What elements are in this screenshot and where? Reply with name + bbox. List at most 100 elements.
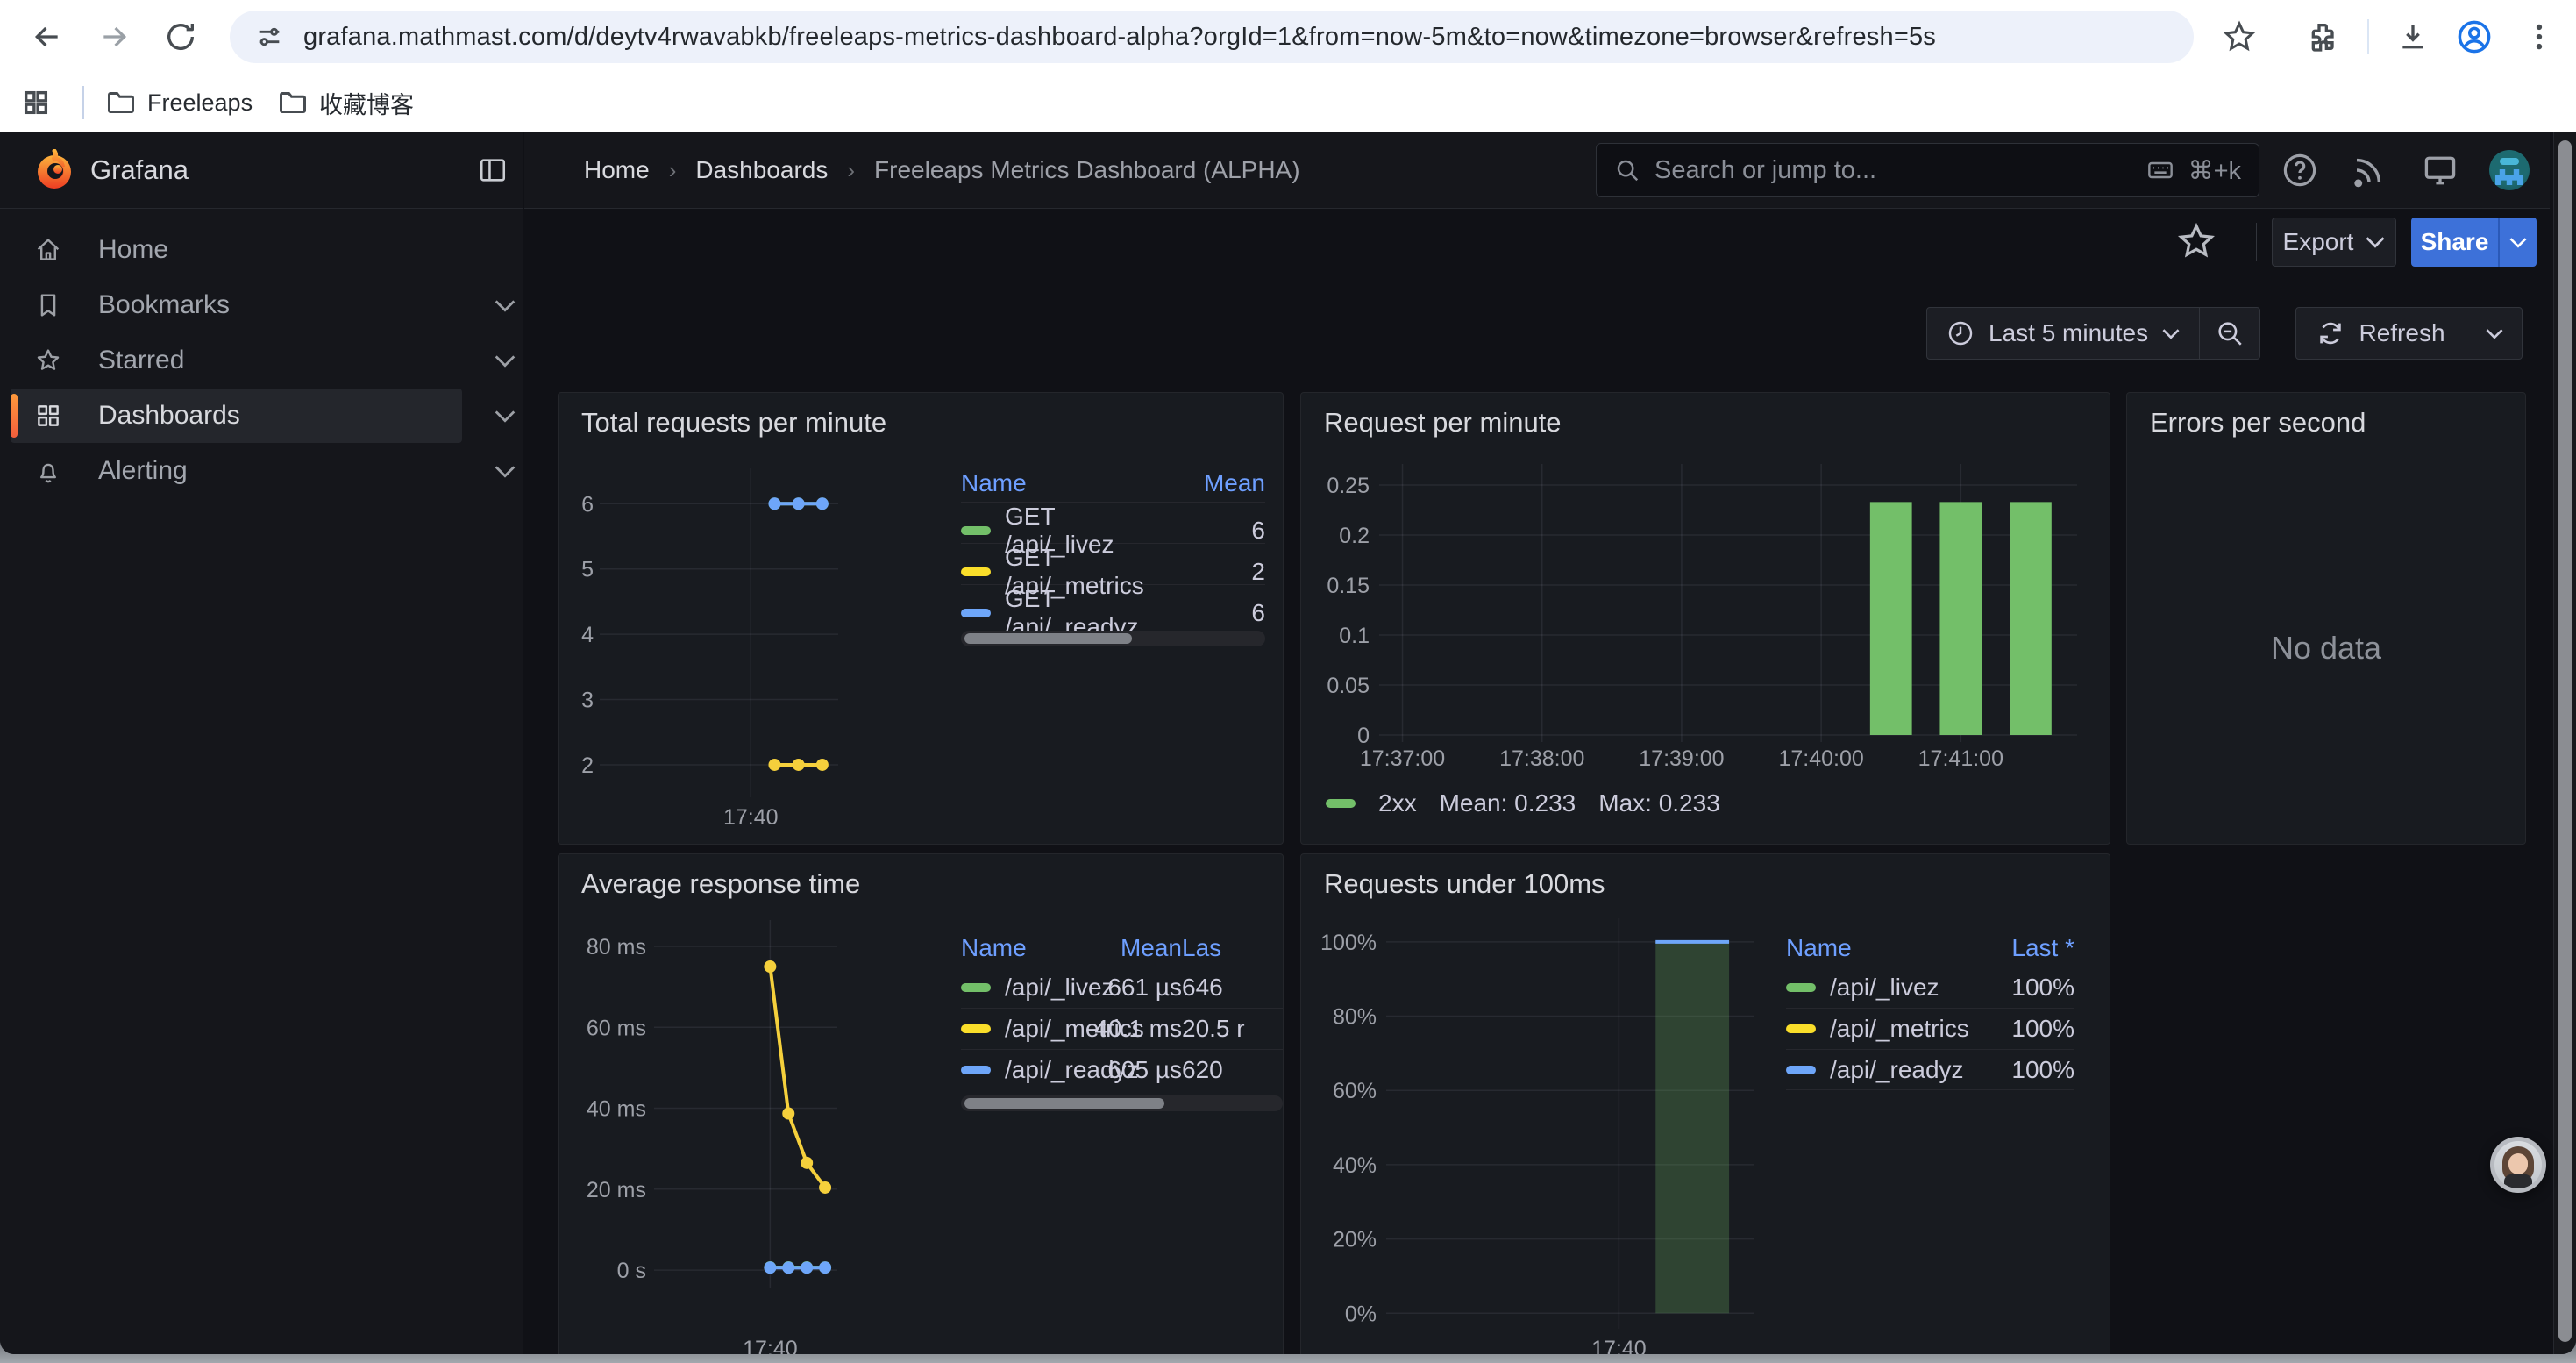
- sidebar-item-starred[interactable]: Starred: [11, 333, 462, 388]
- news-rss-icon[interactable]: [2350, 151, 2388, 189]
- svg-text:0.25: 0.25: [1327, 474, 1370, 498]
- legend-scrollbar[interactable]: [961, 631, 1265, 646]
- home-icon: [33, 235, 63, 265]
- legend-row[interactable]: /api/_livez661 µs646: [961, 967, 1283, 1008]
- avatar-image: [2494, 1141, 2542, 1188]
- extensions-icon[interactable]: [2297, 11, 2350, 63]
- search-input[interactable]: Search or jump to... ⌘+k: [1596, 143, 2259, 197]
- no-data-message: No data: [2127, 630, 2525, 667]
- chevron-down-icon[interactable]: [495, 465, 521, 478]
- svg-text:17:40: 17:40: [743, 1337, 798, 1354]
- grafana-logo-icon[interactable]: [33, 149, 75, 191]
- legend-row[interactable]: /api/_readyz605 µs620: [961, 1049, 1283, 1090]
- column-header[interactable]: Las: [1182, 934, 1283, 962]
- legend-row[interactable]: /api/_metrics40.1 ms20.5 r: [961, 1008, 1283, 1049]
- kiosk-monitor-icon[interactable]: [2421, 151, 2459, 189]
- series-value: 100%: [1943, 974, 2074, 1002]
- series-value: 100%: [1943, 1015, 2074, 1043]
- bookmark-folder-blogs[interactable]: 收藏博客: [277, 81, 414, 125]
- chevron-down-icon[interactable]: [495, 299, 521, 312]
- grid-icon: [33, 401, 63, 431]
- user-avatar[interactable]: [2489, 150, 2530, 190]
- refresh-interval-button[interactable]: [2466, 308, 2522, 359]
- legend-scrollbar[interactable]: [961, 1095, 1283, 1111]
- bookmark-folder-freeleaps[interactable]: Freeleaps: [105, 81, 253, 125]
- legend-row[interactable]: /api/_livez100%: [1786, 967, 2074, 1008]
- chevron-down-icon[interactable]: [495, 354, 521, 368]
- help-icon[interactable]: [2281, 151, 2319, 189]
- column-header[interactable]: Name: [961, 469, 1134, 497]
- sidebar-item-home[interactable]: Home: [11, 223, 462, 277]
- profile-icon[interactable]: [2448, 11, 2501, 63]
- series-value: 6: [1134, 517, 1265, 545]
- back-icon[interactable]: [21, 11, 74, 63]
- panel-request-per-minute[interactable]: Request per minute 0.250.20.150.10.05017…: [1300, 392, 2110, 845]
- bookmarks-divider: [82, 86, 84, 119]
- column-header[interactable]: Mean: [1055, 934, 1182, 962]
- series-color-pill: [961, 567, 991, 576]
- reload-icon[interactable]: [154, 11, 207, 63]
- address-bar[interactable]: grafana.mathmast.com/d/deytv4rwavabkb/fr…: [230, 11, 2194, 63]
- site-settings-icon[interactable]: [254, 22, 284, 52]
- scrollbar-thumb[interactable]: [964, 1098, 1164, 1109]
- panel-average-response-time[interactable]: Average response time 80 ms60 ms40 ms20 …: [558, 853, 1284, 1354]
- series-name[interactable]: /api/_livez: [1830, 974, 1939, 1002]
- export-button[interactable]: Export: [2272, 218, 2396, 267]
- series-value: 620: [1182, 1056, 1283, 1084]
- share-menu-button[interactable]: [2498, 218, 2537, 267]
- refresh-button[interactable]: Refresh: [2296, 308, 2466, 359]
- chevron-down-icon[interactable]: [495, 410, 521, 423]
- app-title: Grafana: [90, 154, 189, 186]
- legend-row[interactable]: GET /api/_livez6: [961, 502, 1265, 543]
- sidebar: Grafana HomeBookmarks Starred DashboardsAl…: [0, 132, 523, 1354]
- column-header[interactable]: Name: [1786, 934, 1943, 962]
- sidebar-item-alerting[interactable]: Alerting: [11, 444, 462, 498]
- scrollbar-thumb[interactable]: [2558, 140, 2572, 1342]
- panel-requests-under-100ms[interactable]: Requests under 100ms 100%80%60%40%20%0%1…: [1300, 853, 2110, 1354]
- browser-menu-icon[interactable]: [2513, 11, 2565, 63]
- series-color-pill: [1786, 1066, 1816, 1074]
- breadcrumb-item[interactable]: Freeleaps Metrics Dashboard (ALPHA): [874, 156, 1300, 184]
- column-header[interactable]: Name: [961, 934, 1055, 962]
- forward-icon[interactable]: [88, 11, 140, 63]
- time-range-picker[interactable]: Last 5 minutes: [1927, 308, 2199, 359]
- svg-text:17:41:00: 17:41:00: [1918, 746, 2003, 771]
- apps-grid-icon[interactable]: [21, 81, 51, 125]
- share-button[interactable]: Share: [2411, 218, 2498, 267]
- grafana-app: Grafana HomeBookmarksStarredDashboardsAl…: [0, 132, 2576, 1354]
- legend-row[interactable]: /api/_readyz100%: [1786, 1049, 2074, 1090]
- bookmark-star-icon[interactable]: [2213, 11, 2266, 63]
- scrollbar-thumb[interactable]: [964, 633, 1132, 644]
- zoom-out-button[interactable]: [2199, 308, 2259, 359]
- svg-text:0: 0: [1357, 724, 1370, 748]
- svg-text:100%: 100%: [1320, 931, 1377, 955]
- legend-table: NameMeanLas/api/_livez661 µs646/api/_met…: [961, 930, 1283, 1111]
- legend-row[interactable]: GET /api/_readyz6: [961, 584, 1265, 625]
- panel-title: Errors per second: [2150, 407, 2366, 439]
- sidebar-item-bookmarks[interactable]: Bookmarks: [11, 278, 462, 332]
- sidebar-item-dashboards[interactable]: Dashboards: [11, 389, 462, 443]
- star-dashboard-button[interactable]: [2176, 221, 2217, 261]
- page-scrollbar[interactable]: [2553, 132, 2576, 1354]
- download-icon[interactable]: [2387, 11, 2439, 63]
- breadcrumb-item[interactable]: Home: [584, 156, 650, 184]
- sidebar-toggle-icon[interactable]: [478, 155, 508, 185]
- assistant-floating-avatar[interactable]: [2490, 1137, 2546, 1193]
- series-value: 605 µs: [1055, 1056, 1182, 1084]
- series-value: 2: [1134, 558, 1265, 586]
- toolbar-divider: [2367, 19, 2369, 54]
- column-header[interactable]: Last *: [1943, 934, 2074, 962]
- clock-icon: [1946, 319, 1975, 347]
- refresh-label: Refresh: [2359, 319, 2444, 347]
- legend-series-name[interactable]: 2xx: [1378, 789, 1417, 817]
- panel-total-requests[interactable]: Total requests per minute 6543217:40 Nam…: [558, 392, 1284, 845]
- column-header[interactable]: Mean: [1134, 469, 1265, 497]
- breadcrumb-item[interactable]: Dashboards: [695, 156, 828, 184]
- search-shortcut: ⌘+k: [2188, 155, 2241, 186]
- dashboard-actions-row: Export Share: [524, 209, 2550, 275]
- sidebar-item-label: Starred: [98, 346, 184, 375]
- legend-row[interactable]: /api/_metrics100%: [1786, 1008, 2074, 1049]
- legend-row[interactable]: GET /api/_metrics2: [961, 543, 1265, 584]
- export-label: Export: [2283, 228, 2354, 256]
- panel-errors-per-second[interactable]: Errors per second No data: [2126, 392, 2526, 845]
